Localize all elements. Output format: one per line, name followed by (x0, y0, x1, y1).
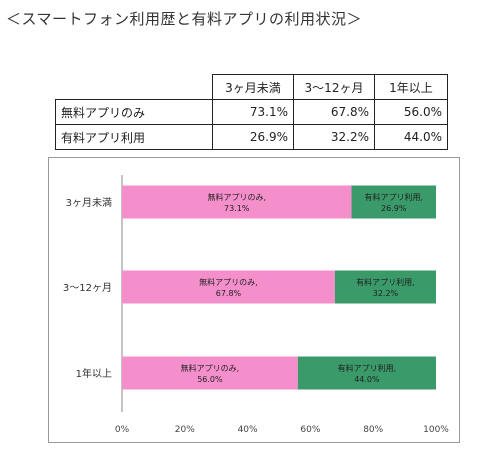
data-label: 無料アプリのみ, 56.0% (181, 363, 240, 384)
x-tick-label: 80% (363, 425, 383, 435)
table-row-label: 有料アプリ利用 (55, 124, 213, 150)
category-label: 1年以上 (76, 367, 112, 380)
table-cell: 56.0% (374, 99, 448, 125)
table-cell: 67.8% (293, 99, 375, 125)
x-tick-label: 40% (238, 425, 258, 435)
data-label: 無料アプリのみ, 67.8% (199, 277, 258, 298)
table-cell: 44.0% (374, 124, 448, 150)
bar-segment (122, 356, 298, 390)
bar-segment (334, 270, 436, 304)
category-label: 3ヶ月未満 (66, 197, 112, 209)
bar-segment (122, 270, 335, 304)
data-label: 有料アプリ利用, 44.0% (338, 363, 397, 384)
summary-table: 3ヶ月未満 3〜12ヶ月 1年以上 無料アプリのみ 73.1% 67.8% 56… (55, 74, 448, 150)
x-tick-label: 20% (175, 425, 195, 435)
bar-segment (351, 185, 436, 219)
bar-segment (297, 356, 436, 390)
bar-segment (122, 185, 352, 219)
data-label: 無料アプリのみ, 73.1% (207, 192, 266, 213)
table-header-row: 3ヶ月未満 3〜12ヶ月 1年以上 (55, 74, 448, 100)
x-tick-label: 60% (300, 425, 320, 435)
table-row-label: 無料アプリのみ (55, 99, 213, 125)
category-label: 3〜12ヶ月 (63, 282, 112, 294)
table-cell: 32.2% (293, 124, 375, 150)
data-label: 有料アプリ利用, 26.9% (364, 192, 423, 213)
table-row: 有料アプリ利用 26.9% 32.2% 44.0% (55, 124, 448, 150)
page-title: ＜スマートフォン利用歴と有料アプリの利用状況＞ (6, 10, 363, 28)
chart-frame (48, 157, 460, 443)
table-row: 無料アプリのみ 73.1% 67.8% 56.0% (55, 99, 448, 125)
data-label: 有料アプリ利用, 32.2% (356, 277, 415, 298)
table-header-cell: 3〜12ヶ月 (293, 74, 375, 100)
table-cell: 26.9% (212, 124, 294, 150)
x-tick-label: 100% (423, 425, 449, 435)
x-tick-label: 0% (115, 425, 130, 435)
